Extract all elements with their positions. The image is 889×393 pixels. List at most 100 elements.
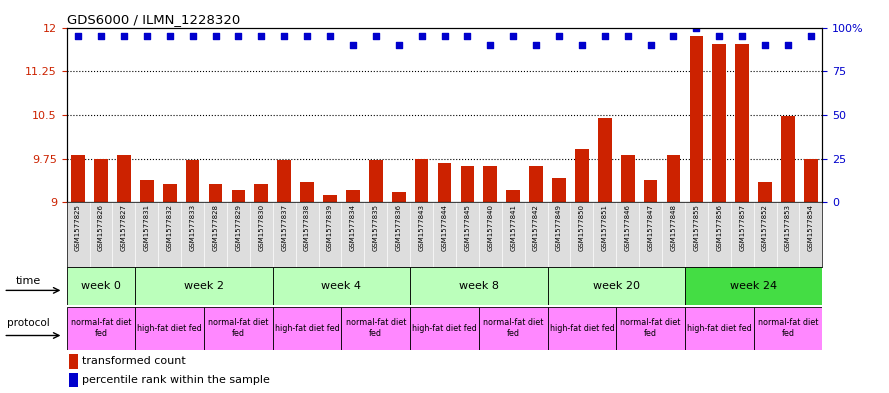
Text: GSM1577837: GSM1577837 [281, 204, 287, 252]
Point [208, 33, 222, 39]
Point [597, 33, 612, 39]
Text: GSM1577841: GSM1577841 [510, 204, 517, 252]
Text: GDS6000 / ILMN_1228320: GDS6000 / ILMN_1228320 [67, 13, 240, 26]
Point [712, 33, 726, 39]
Bar [94, 159, 108, 202]
Point [621, 33, 635, 39]
Bar [437, 163, 452, 202]
Bar [461, 166, 474, 202]
Bar [712, 44, 726, 202]
Text: GSM1577847: GSM1577847 [647, 204, 653, 252]
Point [689, 24, 703, 31]
Point [369, 33, 383, 39]
Bar [346, 189, 360, 202]
Text: week 4: week 4 [322, 281, 362, 291]
Bar [392, 192, 405, 202]
Text: GSM1577825: GSM1577825 [76, 204, 81, 251]
Text: high-fat diet fed: high-fat diet fed [275, 324, 340, 332]
Text: normal-fat diet
fed: normal-fat diet fed [621, 318, 681, 338]
Bar [507, 189, 520, 202]
Text: GSM1577853: GSM1577853 [785, 204, 791, 252]
Bar [140, 180, 154, 202]
Text: GSM1577830: GSM1577830 [259, 204, 264, 252]
Text: GSM1577845: GSM1577845 [464, 204, 470, 251]
Bar [277, 160, 291, 202]
Text: GSM1577848: GSM1577848 [670, 204, 677, 252]
Bar [644, 180, 658, 202]
Point [758, 42, 773, 48]
Bar [735, 44, 749, 202]
Text: GSM1577832: GSM1577832 [167, 204, 172, 252]
Bar [484, 166, 497, 202]
Text: GSM1577834: GSM1577834 [350, 204, 356, 252]
Bar [415, 159, 428, 202]
Text: GSM1577856: GSM1577856 [717, 204, 722, 252]
Text: normal-fat diet
fed: normal-fat diet fed [483, 318, 543, 338]
Bar [67, 267, 135, 305]
Text: normal-fat diet
fed: normal-fat diet fed [757, 318, 818, 338]
Bar [273, 307, 341, 350]
Text: GSM1577826: GSM1577826 [98, 204, 104, 252]
Text: GSM1577840: GSM1577840 [487, 204, 493, 252]
Bar [186, 160, 199, 202]
Text: GSM1577849: GSM1577849 [556, 204, 562, 252]
Bar [273, 267, 410, 305]
Point [254, 33, 268, 39]
Text: GSM1577842: GSM1577842 [533, 204, 539, 251]
Text: GSM1577835: GSM1577835 [372, 204, 379, 252]
Bar [529, 166, 543, 202]
Point [277, 33, 292, 39]
Point [186, 33, 200, 39]
Bar [71, 154, 85, 202]
Bar [598, 118, 612, 202]
Point [437, 33, 452, 39]
Point [644, 42, 658, 48]
Text: GSM1577829: GSM1577829 [236, 204, 242, 252]
Bar [369, 160, 382, 202]
Bar [548, 307, 616, 350]
Text: GSM1577852: GSM1577852 [762, 204, 768, 251]
Text: high-fat diet fed: high-fat diet fed [412, 324, 477, 332]
Point [140, 33, 154, 39]
Text: GSM1577846: GSM1577846 [625, 204, 630, 252]
Bar [410, 267, 548, 305]
Text: high-fat diet fed: high-fat diet fed [549, 324, 614, 332]
Text: normal-fat diet
fed: normal-fat diet fed [71, 318, 132, 338]
Text: week 2: week 2 [184, 281, 224, 291]
Bar [135, 307, 204, 350]
Bar [163, 184, 177, 202]
Point [163, 33, 177, 39]
Text: GSM1577855: GSM1577855 [693, 204, 700, 251]
Text: GSM1577851: GSM1577851 [602, 204, 608, 252]
Bar [575, 149, 589, 202]
Bar [341, 307, 410, 350]
Text: GSM1577838: GSM1577838 [304, 204, 310, 252]
Text: normal-fat diet
fed: normal-fat diet fed [208, 318, 268, 338]
Bar [781, 116, 795, 202]
Text: GSM1577843: GSM1577843 [419, 204, 425, 252]
Point [323, 33, 337, 39]
Point [667, 33, 681, 39]
Bar [667, 154, 680, 202]
Point [461, 33, 475, 39]
Bar [67, 307, 135, 350]
Text: week 8: week 8 [459, 281, 499, 291]
Bar [685, 307, 754, 350]
Bar [410, 307, 479, 350]
Bar [479, 307, 548, 350]
Text: time: time [15, 276, 41, 286]
Point [71, 33, 85, 39]
Point [94, 33, 108, 39]
Text: high-fat diet fed: high-fat diet fed [687, 324, 752, 332]
Bar [685, 267, 822, 305]
Bar [758, 182, 772, 202]
Bar [616, 307, 685, 350]
Text: GSM1577844: GSM1577844 [442, 204, 447, 251]
Text: GSM1577833: GSM1577833 [189, 204, 196, 252]
Bar [548, 267, 685, 305]
Point [414, 33, 428, 39]
Text: high-fat diet fed: high-fat diet fed [137, 324, 202, 332]
Text: transformed count: transformed count [82, 356, 186, 366]
Text: GSM1577857: GSM1577857 [739, 204, 745, 252]
Text: protocol: protocol [6, 318, 50, 328]
